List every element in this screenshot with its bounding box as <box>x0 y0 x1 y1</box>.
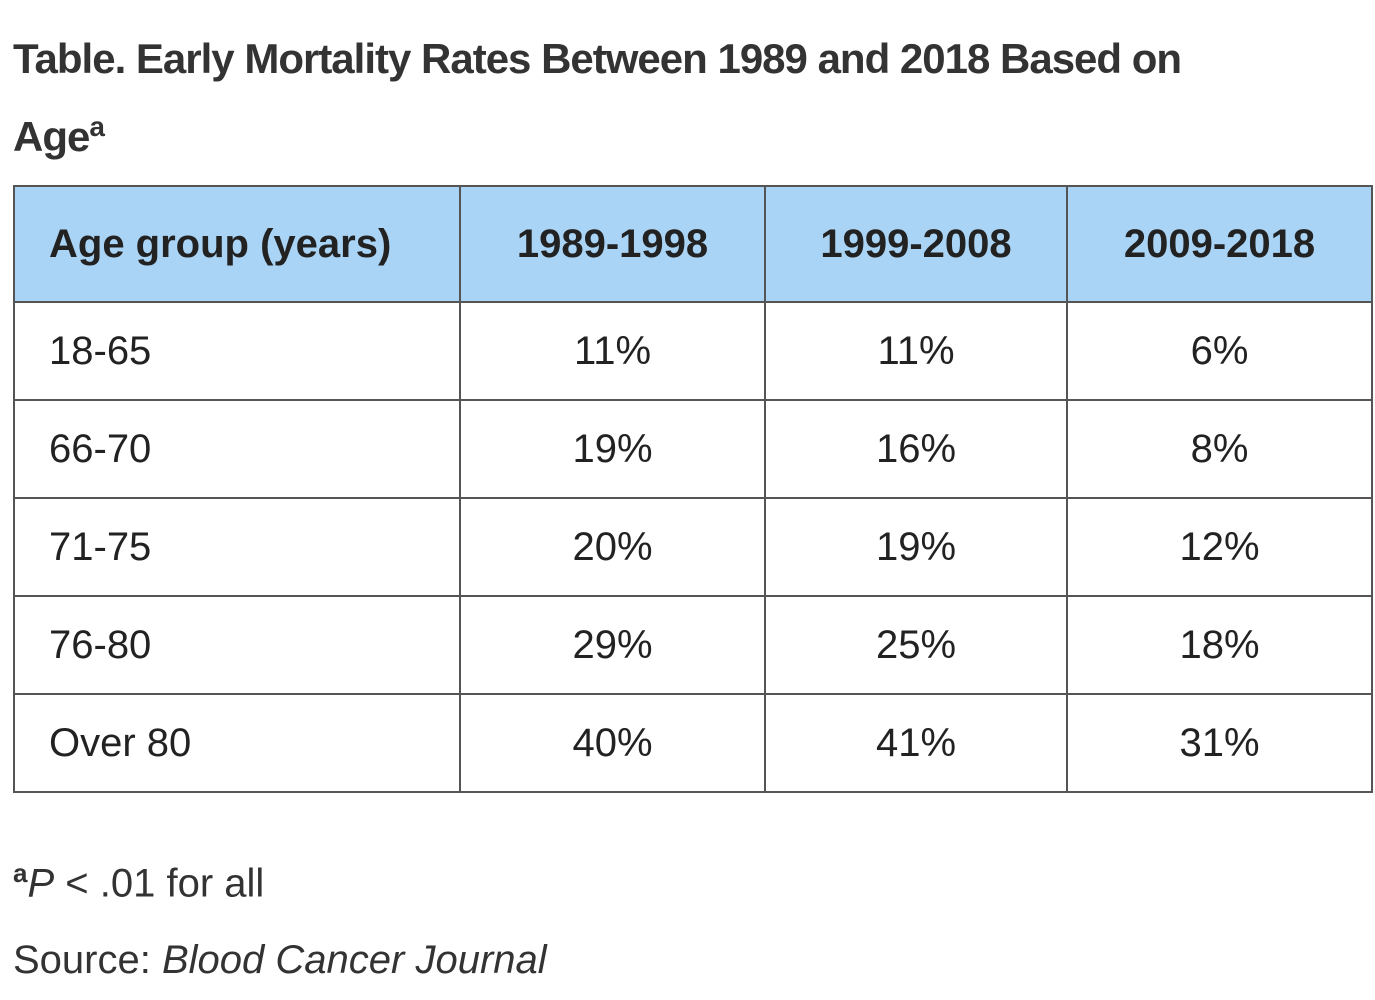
footnote-marker: a <box>13 858 28 888</box>
title-text: Table. Early Mortality Rates Between 198… <box>13 35 1182 160</box>
rate-cell: 11% <box>459 301 766 401</box>
rate-cell: 29% <box>459 595 766 695</box>
rate-cell: 31% <box>1066 693 1373 793</box>
rate-cell: 20% <box>459 497 766 597</box>
rate-cell: 12% <box>1066 497 1373 597</box>
rate-cell: 41% <box>764 693 1068 793</box>
table-row: Over 80 40% 41% 31% <box>13 693 1373 793</box>
rate-cell: 18% <box>1066 595 1373 695</box>
table-header: Age group (years) 1989-1998 1999-2008 2009-… <box>13 185 1373 303</box>
table-row: 66-70 19% 16% 8% <box>13 399 1373 499</box>
rate-cell: 25% <box>764 595 1068 695</box>
rate-cell: 19% <box>764 497 1068 597</box>
footnote-text: < .01 for all <box>54 861 265 906</box>
footnote: aP < .01 for all <box>13 858 264 906</box>
source: Source: Blood Cancer Journal <box>13 938 547 983</box>
rate-cell: 16% <box>764 399 1068 499</box>
table-row: 76-80 29% 25% 18% <box>13 595 1373 695</box>
row-label: 18-65 <box>13 301 461 401</box>
rate-cell: 8% <box>1066 399 1373 499</box>
header-cell: 1989-1998 <box>459 185 766 303</box>
rate-cell: 6% <box>1066 301 1373 401</box>
row-label: 71-75 <box>13 497 461 597</box>
rate-cell: 11% <box>764 301 1068 401</box>
source-name: Blood Cancer Journal <box>161 938 547 982</box>
row-label: Over 80 <box>13 693 461 793</box>
header-cell: 2009-2018 <box>1066 185 1373 303</box>
source-label: Source: <box>13 938 162 982</box>
row-label: 66-70 <box>13 399 461 499</box>
table-row: 18-65 11% 11% 6% <box>13 301 1373 401</box>
footnote-symbol: P <box>27 861 55 906</box>
table-body: 18-65 11% 11% 6% 66-70 19% 16% 8% 71-75 20% 19% 12%… <box>13 301 1373 793</box>
header-cell: 1999-2008 <box>764 185 1068 303</box>
rate-cell: 19% <box>459 399 766 499</box>
table-title: Table. Early Mortality Rates Between 198… <box>13 20 1203 176</box>
title-superscript: a <box>89 111 105 142</box>
header-cell: Age group (years) <box>13 185 461 303</box>
table-row: 71-75 20% 19% 12% <box>13 497 1373 597</box>
row-label: 76-80 <box>13 595 461 695</box>
rate-cell: 40% <box>459 693 766 793</box>
header-row: Age group (years) 1989-1998 1999-2008 2009-… <box>13 185 1373 303</box>
mortality-table: Age group (years) 1989-1998 1999-2008 2009-… <box>13 185 1373 793</box>
